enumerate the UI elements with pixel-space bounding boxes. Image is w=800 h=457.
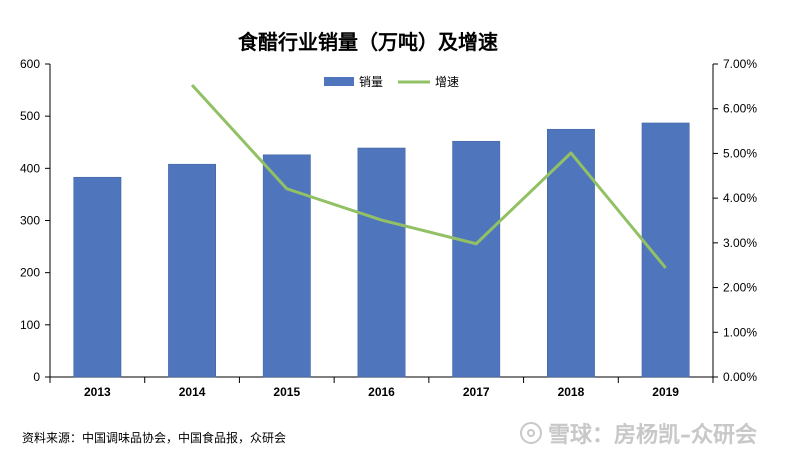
legend-label-growth: 增速	[435, 75, 459, 89]
legend: 销量 增速	[324, 75, 459, 89]
bar-sales	[262, 154, 311, 378]
y-right-tick-label: 7.00%	[723, 57, 757, 71]
y-left-tick-label: 600	[20, 57, 40, 71]
y-right-tick-label: 2.00%	[723, 281, 757, 295]
x-tick-label: 2016	[368, 385, 395, 399]
y-right-tick-label: 3.00%	[723, 236, 757, 250]
y-left-tick-label: 0	[33, 370, 40, 384]
y-right-tick-label: 0.00%	[723, 370, 757, 384]
bar-sales	[547, 128, 595, 378]
x-tick-label: 2014	[179, 385, 206, 399]
y-right-tick-label: 4.00%	[723, 191, 757, 205]
chart-title: 食醋行业销量（万吨）及增速	[238, 30, 498, 54]
y-left-tick-label: 300	[20, 214, 40, 228]
legend-swatch-sales	[324, 77, 354, 86]
x-tick-label: 2017	[463, 385, 490, 399]
y-left-tick-label: 500	[20, 109, 40, 123]
y-left-tick-label: 400	[20, 161, 40, 175]
y-right-tick-label: 6.00%	[723, 102, 757, 116]
y-right-tick-label: 1.00%	[723, 325, 757, 339]
source-note: 资料来源：中国调味品协会，中国食品报，众研会	[22, 431, 287, 445]
snowball-logo-icon	[520, 422, 542, 444]
x-tick-label: 2015	[273, 385, 300, 399]
watermark: 雪球：房杨凯–众研会	[520, 417, 757, 449]
bar-sales	[452, 140, 501, 378]
bar-sales	[73, 176, 122, 378]
x-tick-label: 2018	[558, 385, 585, 399]
bar-sales	[168, 163, 216, 378]
legend-label-sales: 销量	[359, 75, 383, 89]
y-right-tick-label: 5.00%	[723, 146, 757, 160]
y-left-tick-label: 100	[20, 318, 40, 332]
watermark-text: 雪球：房杨凯–众研会	[548, 423, 758, 448]
y-left-tick-label: 200	[20, 266, 40, 280]
plot-area: 0 100 200 300 400 500 600 0.00% 1.00% 2.00% 3.00% 4…	[20, 57, 757, 399]
x-tick-label: 2013	[84, 385, 111, 399]
bar-sales	[357, 147, 406, 378]
line-growth	[190, 84, 667, 269]
x-tick-label: 2019	[652, 385, 679, 399]
